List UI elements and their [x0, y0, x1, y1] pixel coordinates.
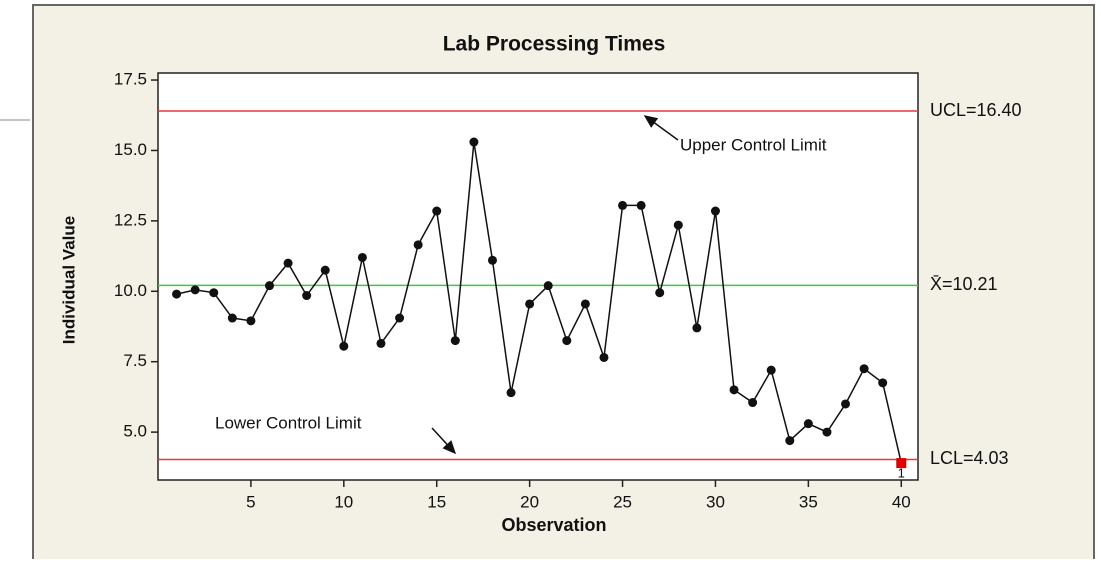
- chart-title: Lab Processing Times: [443, 33, 666, 56]
- x-tick-label: 25: [613, 492, 632, 511]
- data-point: [506, 388, 516, 398]
- x-tick-label: 40: [892, 492, 911, 511]
- x-tick-label: 35: [799, 492, 818, 511]
- x-tick-label: 30: [706, 492, 725, 511]
- data-point: [450, 336, 460, 346]
- flagged-point: [896, 458, 907, 469]
- limit-label: LCL=4.03: [930, 448, 1009, 468]
- x-axis-label: Observation: [501, 515, 606, 535]
- data-point: [803, 419, 813, 429]
- data-point: [190, 285, 200, 295]
- data-point: [357, 252, 367, 262]
- data-point: [785, 436, 795, 446]
- series-line: [176, 141, 903, 464]
- annotation: Upper Control Limit: [680, 135, 827, 154]
- data-point: [487, 255, 497, 265]
- data-point: [618, 200, 628, 210]
- y-tick-label: 10.0: [114, 281, 147, 300]
- data-point: [339, 341, 349, 351]
- data-point: [822, 427, 832, 437]
- y-tick-label: 7.5: [123, 351, 147, 370]
- data-point: [320, 265, 330, 275]
- data-point: [246, 316, 256, 326]
- y-tick-label: 17.5: [114, 70, 147, 89]
- annotation-arrow: [431, 427, 457, 455]
- annotation: Lower Control Limit: [215, 413, 362, 432]
- y-tick-label: 15.0: [114, 140, 147, 159]
- data-point: [580, 299, 590, 309]
- x-tick-label: 10: [334, 492, 353, 511]
- data-point: [543, 281, 553, 291]
- data-point: [841, 399, 851, 409]
- data-point: [283, 258, 293, 268]
- data-point: [692, 323, 702, 333]
- data-point: [748, 398, 758, 408]
- data-point: [599, 352, 609, 362]
- annotation-arrow: [643, 115, 679, 141]
- data-point: [469, 137, 479, 147]
- data-point: [766, 365, 776, 375]
- data-point: [655, 288, 665, 298]
- data-point: [636, 200, 646, 210]
- data-point: [859, 364, 869, 374]
- data-point: [432, 206, 442, 216]
- limit-label: X̄=10.21: [930, 274, 998, 294]
- x-tick-label: 15: [427, 492, 446, 511]
- data-point: [878, 378, 888, 388]
- data-point: [264, 281, 274, 291]
- y-tick-label: 12.5: [114, 210, 147, 229]
- flag-label: 1: [898, 465, 905, 480]
- plot-area: [157, 72, 919, 481]
- data-point: [413, 240, 423, 250]
- data-point: [710, 206, 720, 216]
- y-tick-label: 5.0: [123, 422, 147, 441]
- x-tick-label: 5: [246, 492, 255, 511]
- data-point: [376, 338, 386, 348]
- data-point: [673, 220, 683, 230]
- data-point: [562, 336, 572, 346]
- data-point: [209, 288, 219, 298]
- data-point: [302, 291, 312, 301]
- data-point: [227, 313, 237, 323]
- data-point: [172, 289, 182, 299]
- data-point: [729, 385, 739, 395]
- y-axis-label: Individual Value: [59, 216, 78, 344]
- data-point: [525, 299, 535, 309]
- x-tick-label: 20: [520, 492, 539, 511]
- data-point: [395, 313, 405, 323]
- limit-label: UCL=16.40: [930, 100, 1022, 120]
